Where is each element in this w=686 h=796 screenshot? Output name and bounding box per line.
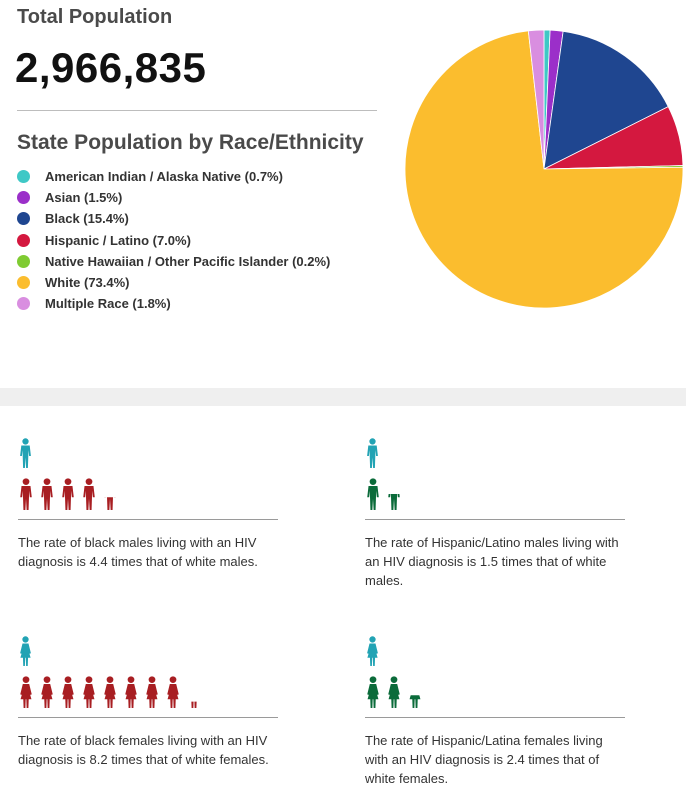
female-figure-icon: [62, 676, 74, 708]
comparison-text: The rate of Hispanic/Latino males living…: [365, 535, 619, 588]
pie-slice-black: [543, 30, 669, 170]
race-chart-title: State Population by Race/Ethnicity: [17, 131, 364, 154]
male-figure-icon: [367, 438, 378, 468]
legend-label: American Indian / Alaska Native (0.7%): [45, 169, 283, 185]
male-figure-icon: [20, 478, 32, 510]
divider: [365, 717, 625, 718]
comparison-text: The rate of black males living with an H…: [18, 535, 258, 569]
divider: [17, 110, 377, 111]
population-section: Total Population 2,966,835 State Populat…: [0, 0, 686, 388]
legend-label: Hispanic / Latino (7.0%): [45, 232, 191, 248]
reference-figure-row: [365, 636, 380, 666]
legend-item: White (73.4%): [17, 272, 330, 293]
legend-item: Black (15.4%): [17, 208, 330, 229]
female-figure-icon: [41, 676, 53, 708]
legend-swatch: [17, 212, 30, 226]
comparison-text: The rate of Hispanic/Latina females livi…: [365, 733, 603, 786]
female-figure-icon: [83, 676, 95, 708]
comparison-figure-row: [18, 676, 207, 708]
comparison-figure-row: [365, 676, 428, 708]
total-population-title: Total Population: [17, 6, 173, 28]
comparison-figure-row: [365, 478, 407, 510]
legend-label: Black (15.4%): [45, 211, 129, 227]
legend-swatch: [17, 254, 30, 268]
legend-label: White (73.4%): [45, 275, 130, 291]
female-figure-icon: [104, 676, 116, 708]
total-population-value: 2,966,835: [15, 44, 207, 91]
legend-swatch: [17, 170, 30, 184]
female-figure-icon: [20, 676, 32, 708]
male-figure-icon: [62, 478, 74, 510]
reference-figure-row: [365, 438, 380, 468]
female-figure-icon: [146, 676, 158, 708]
pie-slice-multiple-race: [527, 29, 545, 170]
male-figure-icon: [20, 438, 31, 468]
legend-item: Native Hawaiian / Other Pacific Islander…: [17, 251, 330, 272]
legend-swatch: [17, 233, 30, 247]
legend-item: Multiple Race (1.8%): [17, 293, 330, 314]
section-separator: [0, 388, 686, 406]
legend-swatch: [17, 191, 30, 205]
comparison-text: The rate of black females living with an…: [18, 733, 269, 767]
female-figure-icon: [125, 676, 137, 708]
male-figure-icon: [41, 478, 53, 510]
female-figure-icon: [167, 676, 179, 708]
female-figure-icon: [20, 636, 31, 666]
female-figure-icon: [409, 695, 421, 708]
population-pie-chart: [404, 29, 684, 309]
legend-item: American Indian / Alaska Native (0.7%): [17, 166, 330, 187]
female-figure-icon: [388, 676, 400, 708]
reference-figure-row: [18, 438, 33, 468]
pie-slice-white: [404, 30, 684, 309]
reference-figure-row: [18, 636, 33, 666]
legend-swatch: [17, 276, 30, 290]
legend-item: Hispanic / Latino (7.0%): [17, 230, 330, 251]
legend-swatch: [17, 297, 30, 311]
male-figure-icon: [104, 497, 116, 510]
legend-item: Asian (1.5%): [17, 187, 330, 208]
male-figure-icon: [83, 478, 95, 510]
female-figure-icon: [367, 636, 378, 666]
male-figure-icon: [367, 478, 379, 510]
divider: [18, 519, 278, 520]
divider: [18, 717, 278, 718]
female-figure-icon: [191, 701, 197, 708]
legend-label: Native Hawaiian / Other Pacific Islander…: [45, 253, 331, 269]
legend-label: Multiple Race (1.8%): [45, 296, 171, 312]
pie-legend: American Indian / Alaska Native (0.7%) A…: [17, 166, 330, 314]
male-figure-icon: [388, 494, 400, 510]
legend-label: Asian (1.5%): [45, 190, 123, 206]
divider: [365, 519, 625, 520]
comparison-figure-row: [18, 478, 123, 510]
female-figure-icon: [367, 676, 379, 708]
